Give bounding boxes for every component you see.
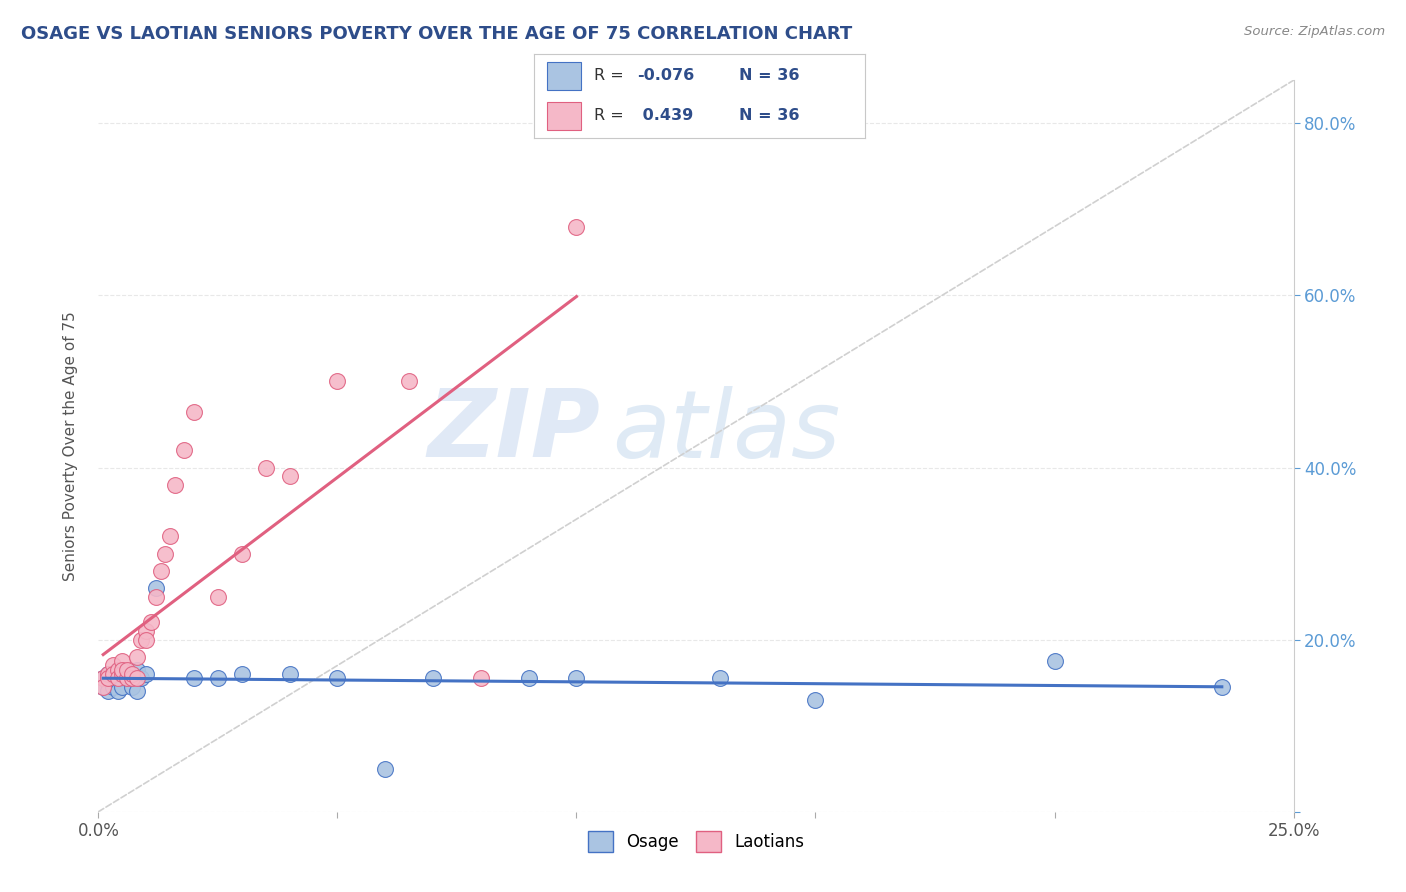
Point xyxy=(107,663,129,677)
Point xyxy=(97,684,120,698)
Point xyxy=(101,680,124,694)
Point xyxy=(470,671,492,685)
Bar xyxy=(547,62,581,90)
Text: R =: R = xyxy=(593,69,628,84)
Point xyxy=(326,671,349,685)
Point xyxy=(155,547,177,561)
Point xyxy=(231,667,253,681)
Point xyxy=(163,477,186,491)
Text: ZIP: ZIP xyxy=(427,385,600,477)
Point xyxy=(121,671,143,685)
Point xyxy=(326,375,349,389)
Text: Source: ZipAtlas.com: Source: ZipAtlas.com xyxy=(1244,25,1385,38)
Point xyxy=(107,663,129,677)
Text: -0.076: -0.076 xyxy=(637,69,695,84)
Point xyxy=(101,671,124,685)
Point xyxy=(115,663,138,677)
Point xyxy=(149,564,172,578)
Point xyxy=(135,624,157,638)
Point xyxy=(804,693,827,707)
Point xyxy=(107,671,129,685)
Point xyxy=(107,671,129,685)
Point xyxy=(278,667,301,681)
Point xyxy=(159,529,181,543)
Point xyxy=(131,671,153,685)
Point xyxy=(115,667,138,681)
Point xyxy=(91,680,114,694)
Point xyxy=(111,654,134,668)
Text: 0.439: 0.439 xyxy=(637,108,693,123)
Point xyxy=(97,667,120,681)
Point xyxy=(278,469,301,483)
Point xyxy=(97,667,120,681)
Text: OSAGE VS LAOTIAN SENIORS POVERTY OVER THE AGE OF 75 CORRELATION CHART: OSAGE VS LAOTIAN SENIORS POVERTY OVER TH… xyxy=(21,25,852,43)
Point xyxy=(97,671,120,685)
Text: atlas: atlas xyxy=(613,386,841,477)
Point xyxy=(125,684,148,698)
Point xyxy=(111,667,134,681)
Point xyxy=(91,671,114,685)
Legend: Osage, Laotians: Osage, Laotians xyxy=(581,824,811,858)
Point xyxy=(111,680,134,694)
Point xyxy=(565,671,588,685)
Point xyxy=(111,671,134,685)
Point xyxy=(111,667,134,681)
Point xyxy=(398,375,420,389)
Text: R =: R = xyxy=(593,108,634,123)
Point xyxy=(121,671,143,685)
Point xyxy=(135,632,157,647)
Point xyxy=(125,649,148,664)
Point xyxy=(135,667,157,681)
Point xyxy=(254,460,277,475)
Point xyxy=(125,663,148,677)
Point xyxy=(101,667,124,681)
Point xyxy=(107,684,129,698)
Point xyxy=(183,404,205,418)
Point xyxy=(115,671,138,685)
Point xyxy=(97,675,120,690)
Point xyxy=(183,671,205,685)
Point xyxy=(115,671,138,685)
Point xyxy=(565,219,588,234)
Point xyxy=(207,671,229,685)
Point xyxy=(1043,654,1066,668)
Point xyxy=(131,632,153,647)
Point xyxy=(91,671,114,685)
Bar xyxy=(547,102,581,130)
Point xyxy=(173,443,195,458)
Text: N = 36: N = 36 xyxy=(740,108,800,123)
Point xyxy=(111,663,134,677)
Point xyxy=(101,658,124,673)
Point xyxy=(121,680,143,694)
Point xyxy=(1211,680,1233,694)
Point xyxy=(145,590,167,604)
Point xyxy=(101,667,124,681)
Point xyxy=(139,615,162,630)
Point xyxy=(231,547,253,561)
Point xyxy=(517,671,540,685)
Point xyxy=(145,581,167,595)
Point xyxy=(91,680,114,694)
Y-axis label: Seniors Poverty Over the Age of 75: Seniors Poverty Over the Age of 75 xyxy=(63,311,77,581)
Text: N = 36: N = 36 xyxy=(740,69,800,84)
Point xyxy=(374,762,396,776)
Point xyxy=(125,671,148,685)
Point xyxy=(207,590,229,604)
Point xyxy=(422,671,444,685)
Point xyxy=(709,671,731,685)
Point xyxy=(121,667,143,681)
